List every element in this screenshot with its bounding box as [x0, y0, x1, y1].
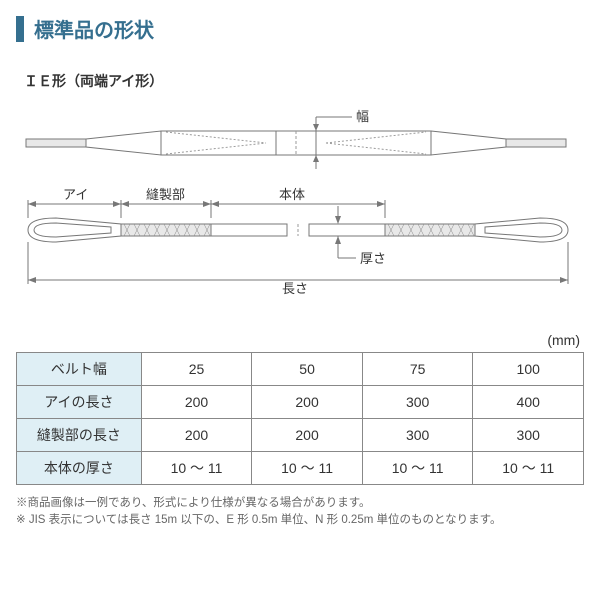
- table-cell: 400: [473, 386, 584, 419]
- spec-table: ベルト幅255075100アイの長さ200200300400縫製部の長さ2002…: [16, 352, 584, 485]
- label-body: 本体: [279, 187, 305, 202]
- table-cell: 200: [141, 386, 252, 419]
- title-accent-bar: [16, 16, 24, 42]
- note-line: ※商品画像は一例であり、形式により仕様が異なる場合があります。: [16, 495, 584, 512]
- table-row: アイの長さ200200300400: [17, 386, 584, 419]
- table-cell: 10 ～ 11: [141, 452, 252, 485]
- table-cell: 200: [252, 419, 363, 452]
- label-thickness: 厚さ: [360, 251, 386, 266]
- shape-diagram: 幅: [16, 101, 584, 306]
- row-header: ベルト幅: [17, 353, 142, 386]
- unit-label: (mm): [16, 332, 584, 348]
- table-row: 縫製部の長さ200200300300: [17, 419, 584, 452]
- table-cell: 10 ～ 11: [473, 452, 584, 485]
- table-cell: 300: [473, 419, 584, 452]
- notes-block: ※商品画像は一例であり、形式により仕様が異なる場合があります。※ JIS 表示に…: [16, 495, 584, 530]
- row-header: 本体の厚さ: [17, 452, 142, 485]
- table-cell: 300: [362, 386, 473, 419]
- page-title: 標準品の形状: [34, 14, 154, 43]
- table-cell: 10 ～ 11: [362, 452, 473, 485]
- label-length: 長さ: [282, 281, 308, 296]
- label-sewn: 縫製部: [146, 187, 185, 202]
- table-cell: 25: [141, 353, 252, 386]
- section-subtitle: ＩＥ形（両端アイ形）: [16, 71, 584, 91]
- spec-table-body: ベルト幅255075100アイの長さ200200300400縫製部の長さ2002…: [17, 353, 584, 485]
- table-row: ベルト幅255075100: [17, 353, 584, 386]
- row-header: アイの長さ: [17, 386, 142, 419]
- table-cell: 10 ～ 11: [252, 452, 363, 485]
- label-eye: アイ: [63, 187, 88, 202]
- table-cell: 200: [252, 386, 363, 419]
- note-line: ※ JIS 表示については長さ 15m 以下の、E 形 0.5m 単位、N 形 …: [16, 512, 584, 529]
- sling-diagram-svg: 幅: [16, 101, 586, 301]
- title-row: 標準品の形状: [16, 14, 584, 43]
- table-cell: 50: [252, 353, 363, 386]
- table-cell: 100: [473, 353, 584, 386]
- table-cell: 200: [141, 419, 252, 452]
- row-header: 縫製部の長さ: [17, 419, 142, 452]
- table-cell: 300: [362, 419, 473, 452]
- table-row: 本体の厚さ10 ～ 1110 ～ 1110 ～ 1110 ～ 11: [17, 452, 584, 485]
- table-cell: 75: [362, 353, 473, 386]
- label-width: 幅: [356, 109, 369, 124]
